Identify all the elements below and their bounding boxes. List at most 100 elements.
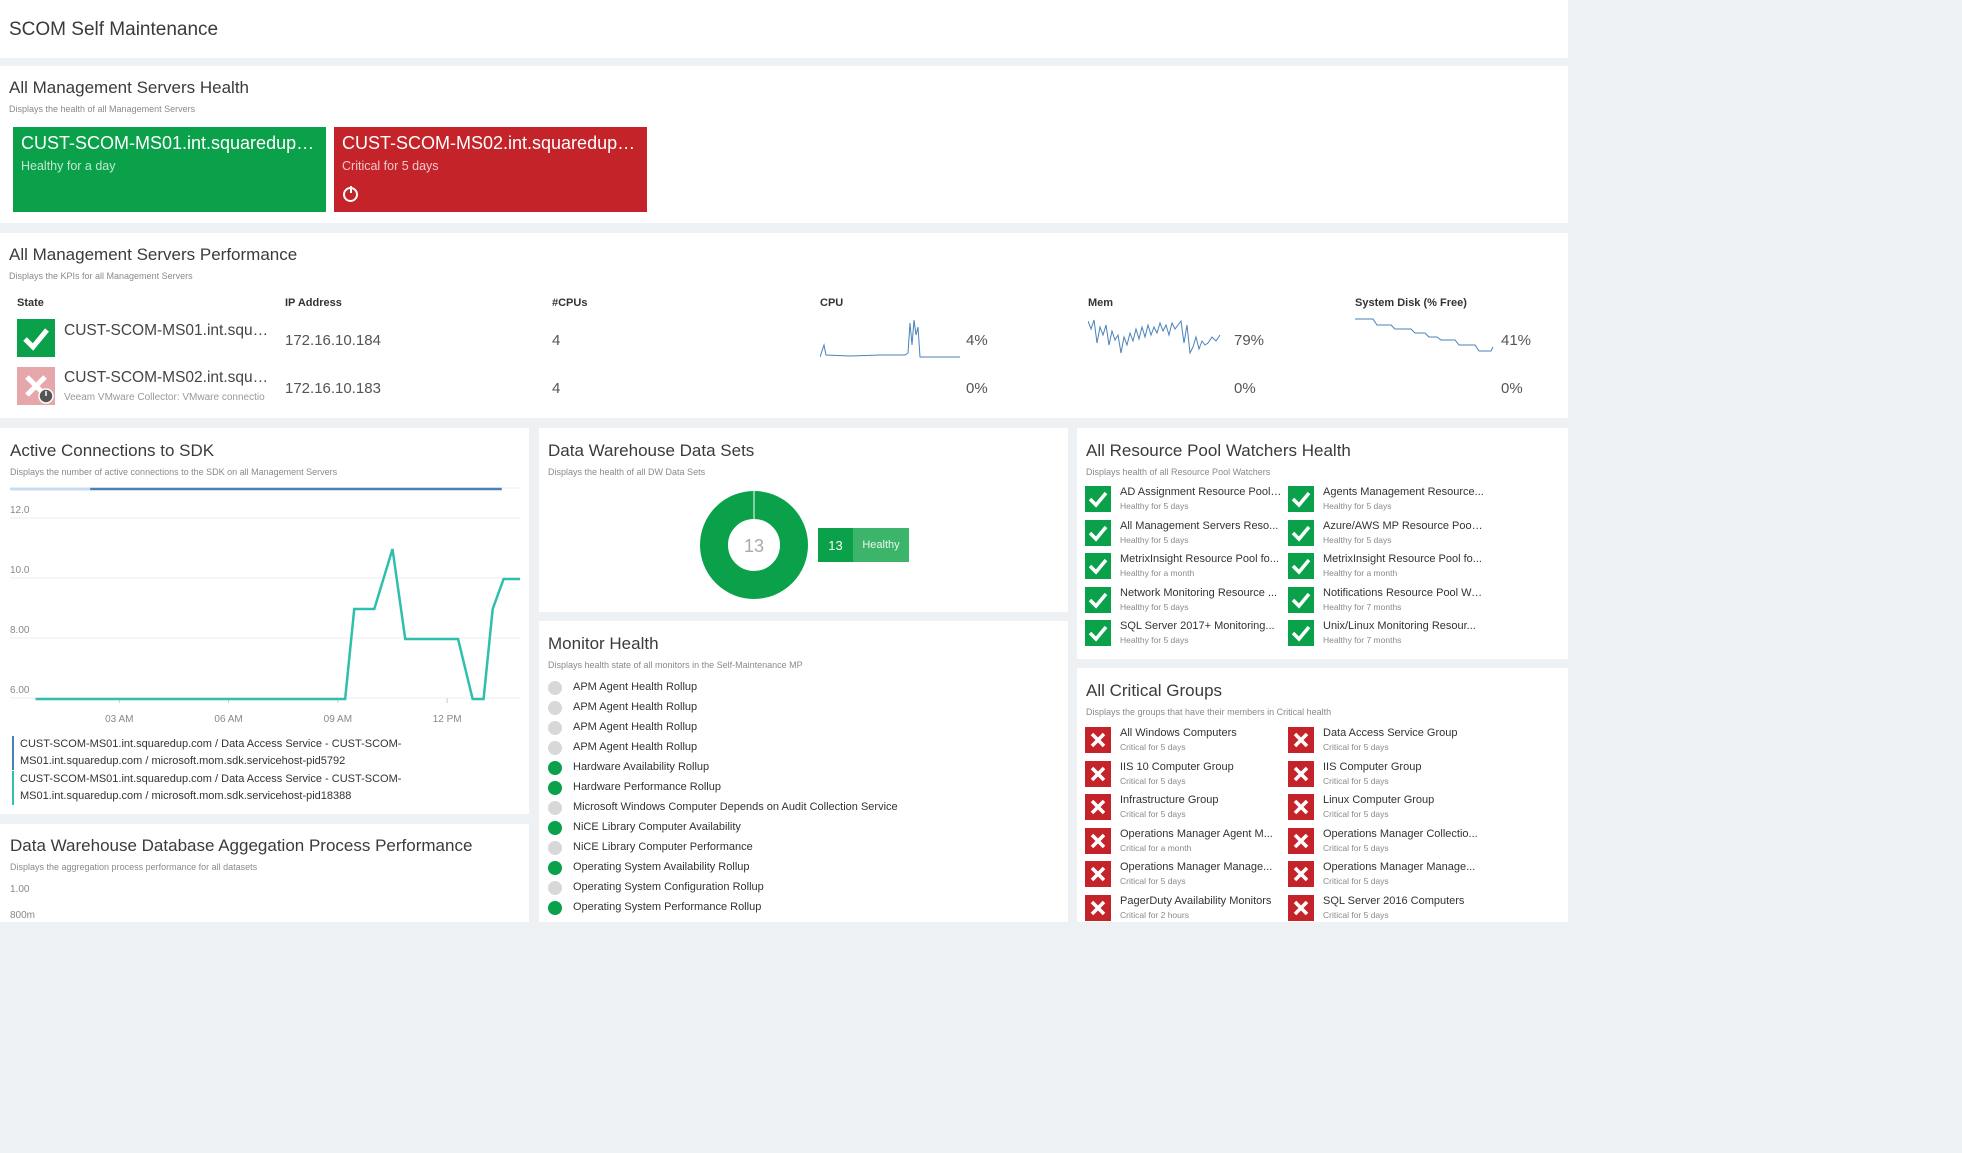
health-status-icon [548, 741, 562, 755]
resource-pool-item[interactable]: Notifications Resource Pool Wa... Healthy… [1288, 586, 1488, 617]
disk-value: 0% [1501, 380, 1523, 397]
critical-group-item[interactable]: IIS Computer Group Critical for 5 days [1288, 760, 1488, 791]
critical-x-icon [1085, 894, 1111, 921]
y-tick-label: 1.00 [10, 884, 30, 895]
item-state: Critical for 5 days [1120, 876, 1186, 886]
item-state: Critical for 5 days [1323, 842, 1389, 853]
critical-x-icon [1288, 794, 1314, 820]
rp-watchers-subtitle: Displays health of all Resource Pool Wat… [1086, 467, 1271, 477]
resource-pool-item[interactable]: All Management Servers Reso... Healthy fo… [1085, 519, 1285, 550]
critical-group-item[interactable]: Operations Manager Agent M... Critical fo… [1085, 827, 1285, 858]
item-state: Critical for 5 days [1120, 775, 1186, 786]
x-tick-label: 03 AM [105, 714, 133, 725]
item-name: Linux Computer Group [1323, 794, 1435, 806]
critical-group-item[interactable]: IIS 10 Computer Group Critical for 5 days [1085, 760, 1285, 791]
item-name: Operations Manager Agent M... [1120, 827, 1273, 840]
critical-group-item[interactable]: Operations Manager Manage... Critical for… [1288, 861, 1488, 891]
critical-group-item[interactable]: Data Access Service Group Critical for 5 … [1288, 727, 1488, 757]
critical-x-icon [1288, 760, 1314, 787]
healthy-check-icon [17, 319, 55, 357]
critical-group-item[interactable]: Linux Computer Group Critical for 5 days [1288, 794, 1488, 824]
monitor-tile: Monitor Health Displays health state of … [539, 621, 1068, 922]
cpu-value: 0% [966, 380, 988, 397]
item-name: Unix/Linux Monitoring Resour... [1323, 620, 1476, 632]
item-state: Healthy for 5 days [1120, 501, 1189, 511]
col-header-cpus[interactable]: #CPUs [552, 297, 588, 309]
dw-agg-tile: Data Warehouse Database Aggegation Proce… [0, 824, 529, 922]
item-state: Healthy for 5 days [1323, 501, 1392, 511]
resource-pool-item[interactable]: MetrixInsight Resource Pool fo... Healthy… [1288, 553, 1488, 583]
server-name: CUST-SCOM-MS02.int.squaredup.c... [342, 133, 639, 153]
y-tick-label: 12.0 [10, 505, 30, 516]
monitor-label: Hardware Performance Rollup [573, 781, 721, 793]
resource-pool-item[interactable]: Agents Management Resource... Healthy for… [1288, 486, 1488, 516]
server-name: CUST-SCOM-MS01.int.squaredup.co... [21, 133, 318, 153]
critical-x-icon [1288, 727, 1314, 753]
resource-pool-item[interactable]: Unix/Linux Monitoring Resour... Healthy f… [1288, 620, 1488, 650]
item-name: MetrixInsight Resource Pool fo... [1323, 553, 1482, 565]
item-name: AD Assignment Resource Pool ... [1120, 486, 1282, 498]
server-block-ms02[interactable]: CUST-SCOM-MS02.int.squaredup.c... Critic… [334, 127, 647, 212]
critical-group-item[interactable]: Infrastructure Group Critical for 5 days [1085, 794, 1285, 824]
y-tick-label: 6.00 [10, 685, 30, 696]
healthy-badge[interactable]: 13 Healthy [818, 528, 909, 562]
critical-group-item[interactable]: SQL Server 2016 Computers Critical for 5 … [1288, 894, 1488, 925]
perf-row-name[interactable]: CUST-SCOM-MS01.int.squar... [64, 322, 276, 339]
item-name: Network Monitoring Resource ... [1120, 586, 1278, 599]
crit-groups-subtitle: Displays the groups that have their memb… [1086, 707, 1332, 717]
mem-value: 79% [1234, 332, 1265, 349]
monitor-label: APM Agent Health Rollup [573, 721, 698, 733]
col-header-state[interactable]: State [17, 297, 44, 309]
resource-pool-item[interactable]: MetrixInsight Resource Pool fo... Healthy… [1085, 553, 1285, 583]
server-block-ms01[interactable]: CUST-SCOM-MS01.int.squaredup.co... Healt… [13, 127, 326, 212]
critical-x-icon [1085, 760, 1111, 787]
perf-row-ip: 172.16.10.184 [285, 332, 381, 349]
resource-pool-item[interactable]: Network Monitoring Resource ... Healthy f… [1085, 586, 1285, 617]
legend-item[interactable]: CUST-SCOM-MS01.int.squaredup.com / Data … [12, 771, 412, 805]
resource-pool-item[interactable]: Azure/AWS MP Resource Pool ... Healthy fo… [1288, 519, 1488, 550]
col-header-disk[interactable]: System Disk (% Free) [1355, 297, 1467, 309]
sdk-subtitle: Displays the number of active connection… [10, 467, 338, 477]
item-state: Critical for 2 hours [1120, 909, 1189, 920]
critical-group-item[interactable]: PagerDuty Availability Monitors Critical … [1085, 894, 1285, 925]
critical-group-item[interactable]: All Windows Computers Critical for 5 days [1085, 727, 1285, 757]
item-name: PagerDuty Availability Monitors [1120, 894, 1272, 907]
ms-perf-subtitle: Displays the KPIs for all Management Ser… [9, 271, 193, 281]
item-name: Operations Manager Manage... [1120, 861, 1273, 873]
critical-group-item[interactable]: Operations Manager Manage... Critical for… [1085, 861, 1285, 891]
healthy-check-icon [1085, 486, 1111, 512]
item-state: Critical for 5 days [1323, 742, 1389, 752]
item-name: SQL Server 2016 Computers [1323, 894, 1465, 907]
resource-pool-item[interactable]: SQL Server 2017+ Monitoring... Healthy fo… [1085, 620, 1285, 650]
critical-x-icon [1085, 861, 1111, 887]
item-name: Infrastructure Group [1120, 794, 1219, 806]
critical-x-icon [1085, 727, 1111, 753]
healthy-badge-count: 13 [818, 528, 853, 562]
item-name: Azure/AWS MP Resource Pool ... [1323, 519, 1485, 532]
item-state: Critical for 5 days [1120, 809, 1186, 819]
item-name: All Windows Computers [1120, 727, 1237, 739]
item-name: Agents Management Resource... [1323, 486, 1484, 498]
monitor-label: APM Agent Health Rollup [573, 701, 698, 713]
healthy-check-icon [1288, 620, 1314, 646]
col-header-mem[interactable]: Mem [1088, 297, 1114, 309]
item-name: Operations Manager Manage... [1323, 861, 1476, 873]
critical-x-icon [1085, 827, 1111, 854]
resource-pool-item[interactable]: AD Assignment Resource Pool ... Healthy f… [1085, 486, 1285, 516]
cpu-sparkline [820, 319, 960, 358]
dw-sets-subtitle: Displays the health of all DW Data Sets [548, 467, 706, 477]
item-state: Healthy for 5 days [1120, 601, 1189, 612]
critical-group-item[interactable]: Operations Manager Collectio... Critical … [1288, 827, 1488, 858]
perf-row-name[interactable]: CUST-SCOM-MS02.int.squar... [64, 369, 276, 386]
item-name: Notifications Resource Pool Wa... [1323, 586, 1485, 599]
health-status-icon [548, 801, 562, 815]
dw-agg-subtitle: Displays the aggregation process perform… [10, 862, 258, 872]
col-header-cpu[interactable]: CPU [820, 297, 844, 309]
col-header-ip[interactable]: IP Address [285, 297, 342, 309]
crit-groups-title: All Critical Groups [1086, 681, 1223, 700]
ms-perf-title: All Management Servers Performance [9, 245, 298, 264]
legend-item[interactable]: CUST-SCOM-MS01.int.squaredup.com / Data … [12, 736, 412, 770]
critical-x-icon [1288, 894, 1314, 921]
dw-donut-chart[interactable]: 13 [699, 490, 809, 600]
health-status-icon [548, 721, 562, 735]
